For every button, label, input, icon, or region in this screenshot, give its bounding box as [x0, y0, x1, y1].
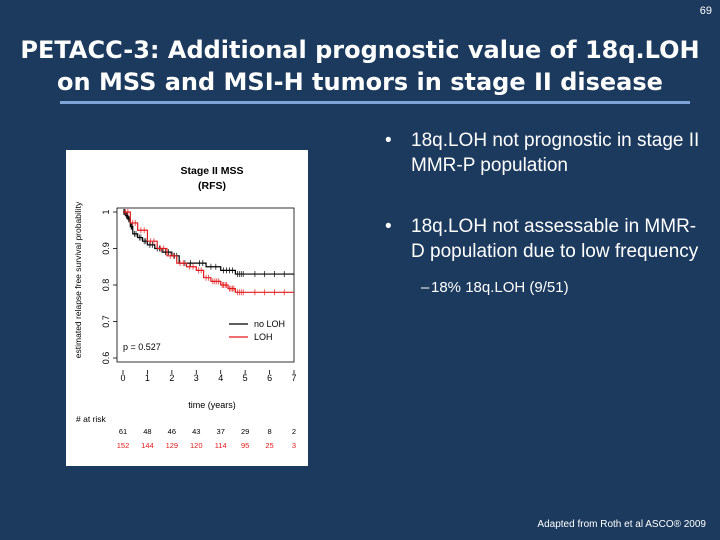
- bullet-text: 18q.LOH not assessable in MMR-D populati…: [411, 216, 699, 262]
- risk-count-no-loh: 43: [192, 427, 200, 436]
- sub-bullet-dash: –: [421, 279, 430, 296]
- slide-title-line-1: PETACC-3: Additional prognostic value of…: [20, 36, 700, 64]
- slide-title-line-2: on MSS and MSI-H tumors in stage II dise…: [57, 68, 663, 96]
- risk-count-no-loh: 29: [241, 427, 249, 436]
- risk-count-loh: 152: [117, 441, 130, 450]
- risk-count-loh: 25: [265, 441, 273, 450]
- legend-label-no-loh: no LOH: [254, 319, 285, 329]
- y-tick-label: 0.7: [101, 315, 111, 328]
- bullet-text: 18q.LOH not prognostic in stage II MMR-P…: [411, 130, 700, 176]
- y-tick-label: 1: [101, 209, 111, 214]
- x-tick-label: 7: [291, 373, 296, 383]
- x-ticks: 0 1 2 3 4 5 6 7: [120, 370, 297, 383]
- y-tick-label: 0.9: [101, 242, 111, 255]
- km-chart: Stage II MSS (RFS) 1 0.9 0.8 0.7 0.6 0 1 2 3 4 5 6 7…: [73, 165, 297, 450]
- bullet-item: • 18q.LOH not prognostic in stage II MMR…: [385, 128, 705, 178]
- x-tick-label: 3: [194, 373, 199, 383]
- x-tick-label: 1: [145, 373, 150, 383]
- risk-count-loh: 144: [141, 441, 154, 450]
- x-tick-label: 0: [120, 373, 125, 383]
- chart-title: Stage II MSS (RFS): [180, 165, 243, 192]
- x-tick-label: 4: [218, 373, 223, 383]
- risk-count-loh: 114: [215, 441, 227, 450]
- risk-count-loh: 3: [292, 441, 296, 450]
- x-tick-label: 2: [169, 373, 174, 383]
- y-tick-label: 0.6: [101, 352, 111, 365]
- sub-bullet-item: – 18% 18q.LOH (9/51): [385, 278, 705, 298]
- chart-legend: no LOH LOH: [229, 319, 285, 342]
- x-axis-label: time (years): [188, 400, 236, 410]
- x-tick-label: 5: [243, 373, 248, 383]
- risk-count-no-loh: 61: [119, 427, 127, 436]
- chart-title-line: Stage II MSS: [180, 165, 243, 177]
- risk-count-loh: 120: [190, 441, 203, 450]
- risk-table-label: # at risk: [76, 414, 107, 424]
- title-underline: [60, 101, 690, 104]
- slide-title: PETACC-3: Additional prognostic value of…: [0, 34, 720, 98]
- risk-count-loh: 129: [166, 441, 179, 450]
- sub-bullet-text: 18% 18q.LOH (9/51): [431, 279, 569, 296]
- risk-count-no-loh: 8: [267, 427, 271, 436]
- km-plot-panel: Stage II MSS (RFS) 1 0.9 0.8 0.7 0.6 0 1 2 3 4 5 6 7…: [66, 150, 308, 466]
- slide-number: 69: [699, 5, 712, 17]
- footnote: Adapted from Roth et al ASCO® 2009: [537, 519, 706, 530]
- risk-count-no-loh: 48: [143, 427, 151, 436]
- risk-table: 61 48 46 43 37 29 8 2 152 144 129 120 114 95 25 3: [117, 427, 296, 450]
- y-axis-label: estimated relapse free survival probabil…: [73, 201, 83, 358]
- bullet-dot: •: [385, 130, 392, 151]
- no-loh-curve: [123, 211, 294, 275]
- p-value-annotation: p = 0.527: [123, 342, 161, 352]
- risk-count-loh: 95: [241, 441, 249, 450]
- risk-count-no-loh: 37: [217, 427, 225, 436]
- legend-label-loh: LOH: [254, 332, 273, 342]
- y-ticks: 1 0.9 0.8 0.7 0.6: [101, 209, 117, 364]
- chart-title-line: (RFS): [198, 180, 226, 192]
- bullet-list: • 18q.LOH not prognostic in stage II MMR…: [385, 128, 705, 298]
- risk-count-no-loh: 46: [168, 427, 176, 436]
- risk-count-no-loh: 2: [292, 427, 296, 436]
- bullet-item: • 18q.LOH not assessable in MMR-D popula…: [385, 214, 705, 264]
- y-tick-label: 0.8: [101, 279, 111, 292]
- bullet-dot: •: [385, 216, 392, 237]
- chart-series: [123, 209, 294, 296]
- x-tick-label: 6: [267, 373, 272, 383]
